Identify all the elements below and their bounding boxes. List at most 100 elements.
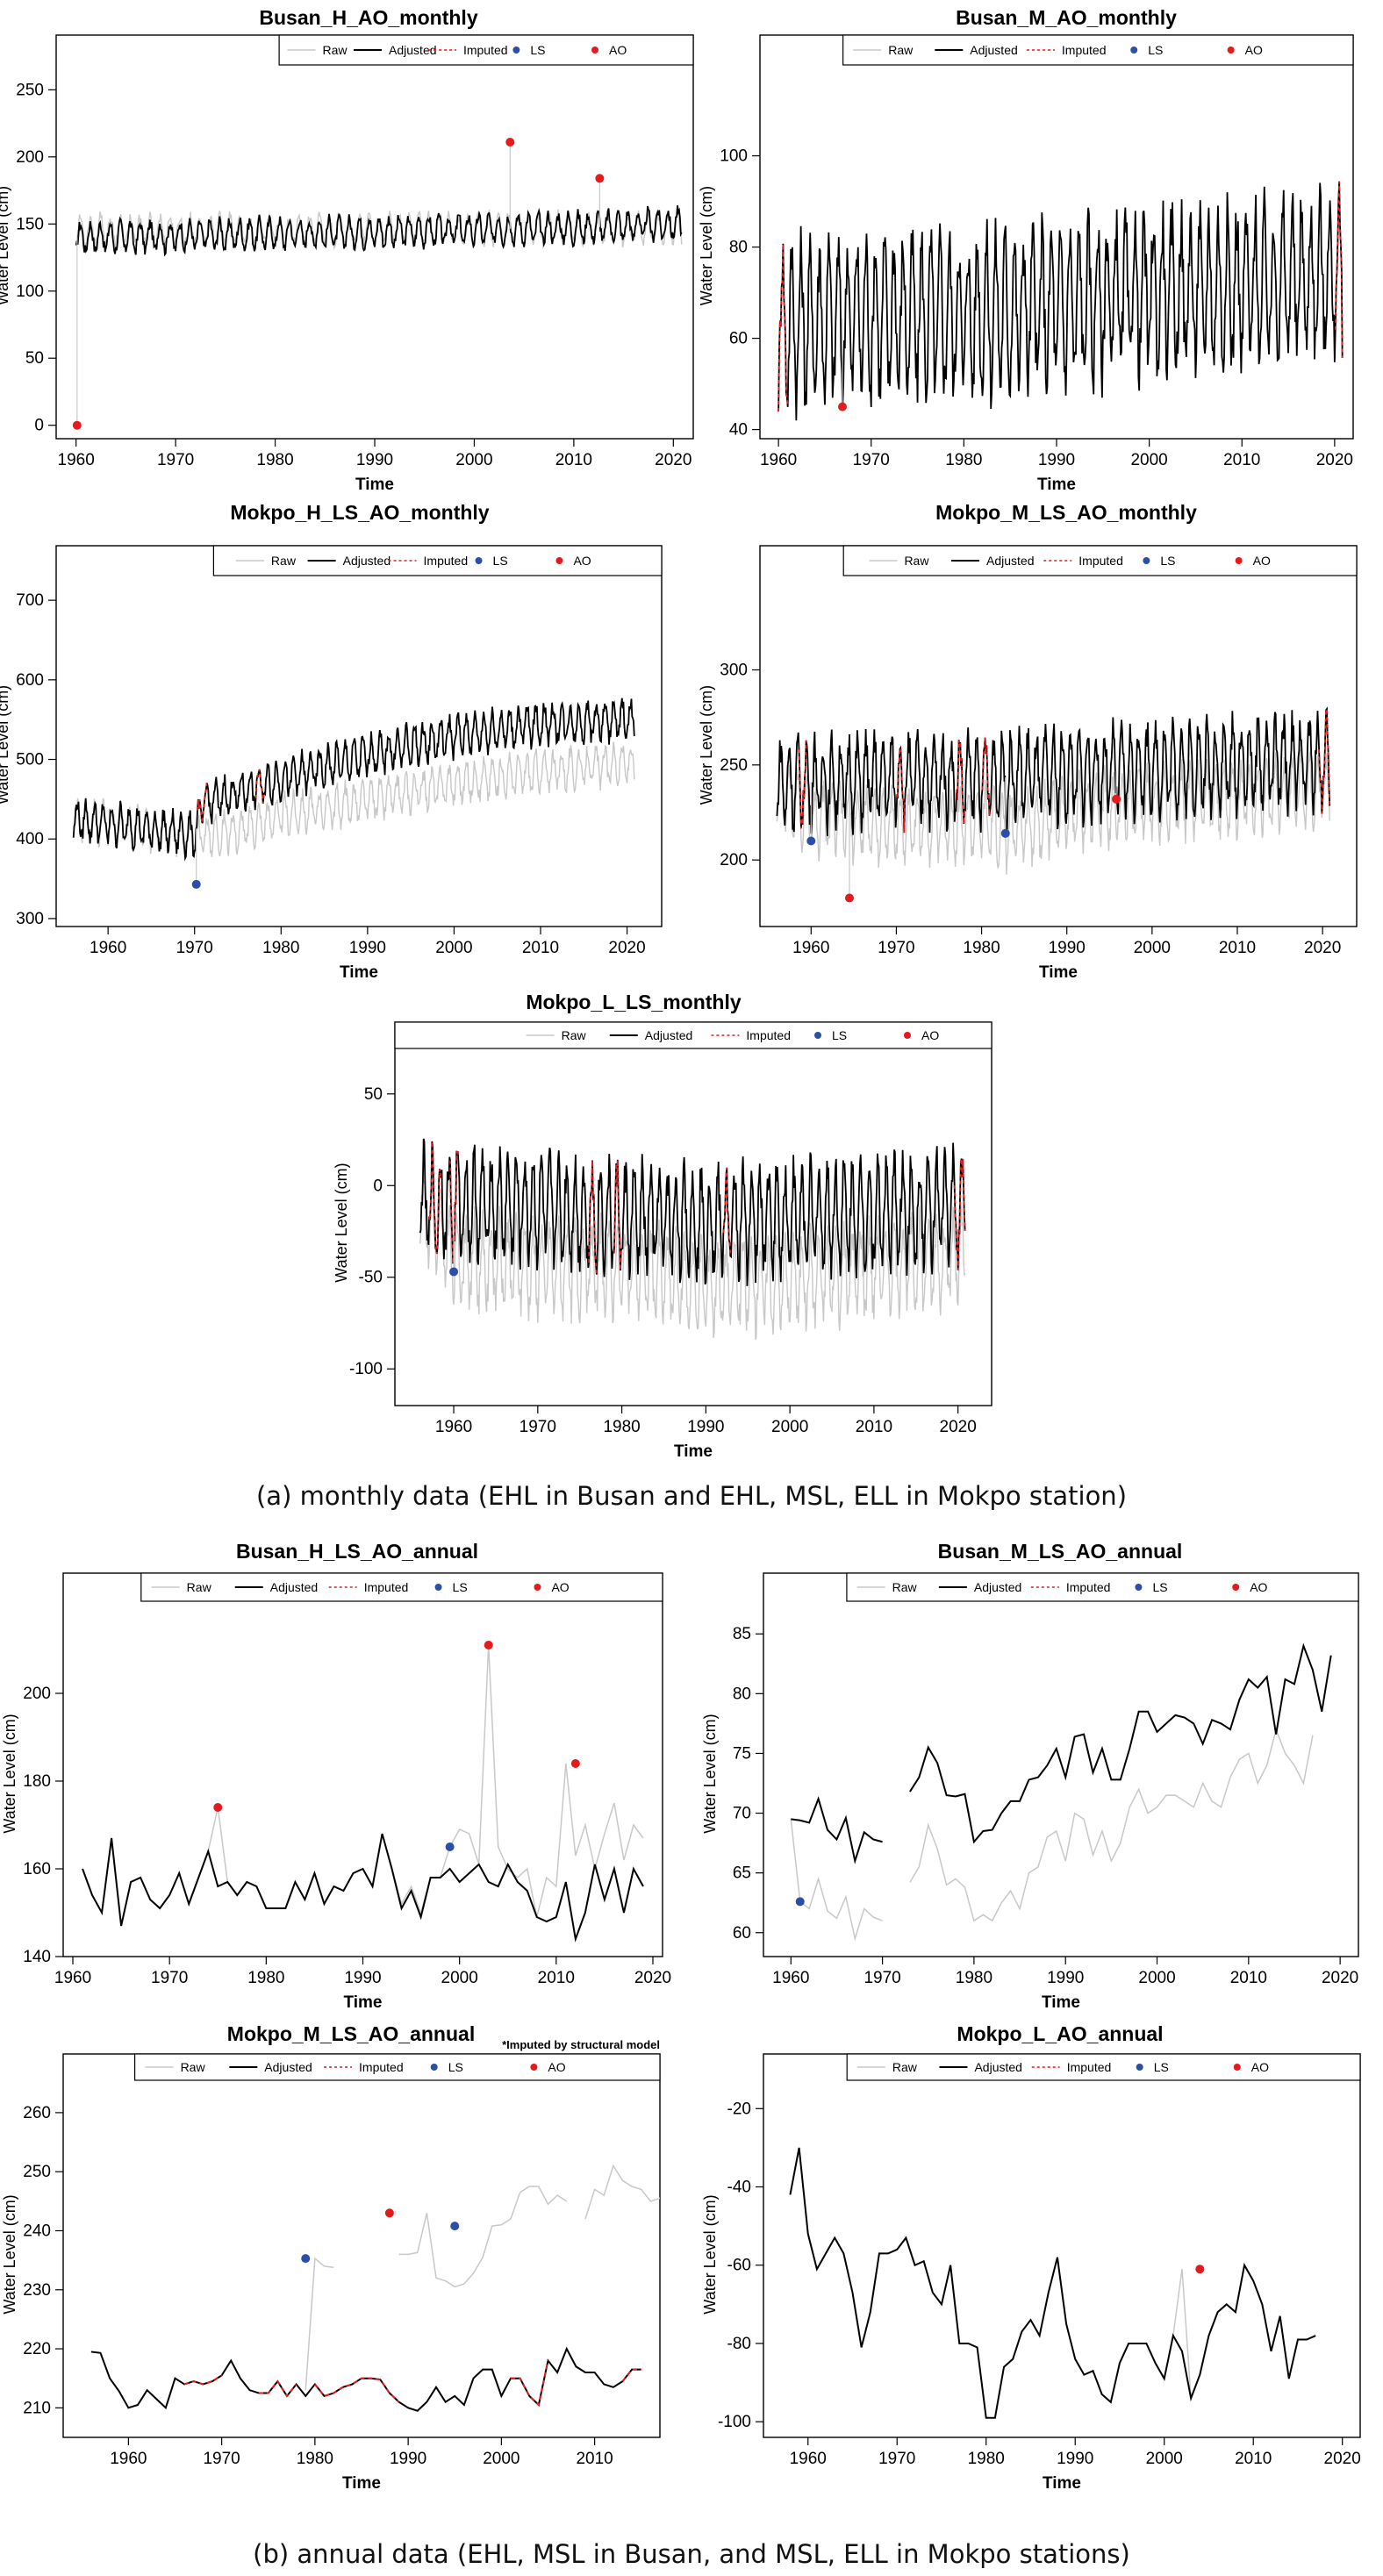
legend-ao-label: AO (551, 1580, 569, 1594)
legend-frame (842, 34, 1354, 66)
legend-ls-swatch (1135, 1584, 1143, 1591)
legend-ls-label: LS (453, 1580, 468, 1594)
legend-ao-swatch (555, 557, 563, 564)
x-tick-label: 1970 (151, 1969, 188, 1987)
series-imputed-segment (183, 2374, 223, 2386)
chart-title: Busan_H_LS_AO_annual (236, 1540, 478, 1563)
x-tick-label: 2000 (1146, 2450, 1183, 2468)
x-tick-label: 2000 (483, 2450, 520, 2468)
y-tick-label: 100 (16, 283, 44, 301)
series-adjusted (82, 1833, 644, 1943)
legend-ao-label: AO (1251, 2060, 1269, 2074)
y-axis-label: Water Level (cm) (0, 186, 11, 305)
legend-ao-label: AO (609, 43, 627, 57)
series-adjusted (777, 181, 1344, 421)
legend-ao-swatch (904, 1032, 911, 1039)
chart-title: Mokpo_M_LS_AO_annual (227, 2022, 475, 2045)
x-tick-label: 1970 (878, 2450, 915, 2468)
ao-point (1195, 2265, 1205, 2274)
series-adjusted (419, 1138, 966, 1286)
ao-point (1112, 794, 1121, 804)
series-raw (776, 748, 1330, 875)
y-tick-label: 180 (23, 1772, 51, 1791)
series-imputed-segment (254, 769, 265, 804)
y-axis-label: Water Level (cm) (1, 2194, 18, 2314)
ao-point (72, 420, 82, 430)
y-tick-label: 150 (16, 215, 44, 233)
y-tick-label: 300 (720, 662, 748, 680)
x-tick-label: 1980 (968, 2450, 1005, 2468)
legend: Raw Adjusted Imputed LS AO (846, 1572, 1359, 1602)
x-axis-label: Time (343, 1993, 382, 2012)
chart-panel-8: Mokpo_M_LS_AO_annual 1960 1970 1980 1990 2000… (1, 2022, 661, 2493)
x-tick-label: 1960 (110, 2450, 147, 2468)
plot-data (790, 1642, 1332, 1942)
y-tick-label: 500 (16, 751, 44, 769)
x-tick-label: 2010 (576, 2450, 613, 2468)
legend-adjusted-label: Adjusted (974, 2060, 1021, 2074)
y-tick-label: -80 (727, 2335, 751, 2353)
y-axis-label: Water Level (cm) (701, 2194, 719, 2314)
ls-point (1000, 828, 1010, 838)
series-imputed-segment (798, 740, 808, 829)
legend-ao-label: AO (1245, 43, 1263, 57)
legend-adjusted-label: Adjusted (986, 554, 1034, 568)
x-tick-label: 1990 (344, 1969, 381, 1987)
x-tick-label: 2000 (1138, 1969, 1175, 1987)
series-adjusted (75, 205, 683, 257)
legend-raw-label: Raw (892, 1580, 918, 1594)
x-tick-label: 2020 (940, 1418, 977, 1436)
y-tick-label: -60 (727, 2257, 751, 2275)
y-tick-label: -50 (359, 1269, 383, 1287)
series-imputed-segment (896, 745, 906, 834)
legend-ao-swatch (530, 2064, 538, 2071)
series-adjusted (789, 2147, 1316, 2419)
ls-point (445, 1843, 455, 1851)
y-tick-label: 260 (23, 2104, 51, 2122)
x-tick-label: 2000 (771, 1418, 808, 1436)
legend-adjusted-label: Adjusted (389, 43, 436, 57)
x-tick-label: 1980 (956, 1969, 992, 1987)
x-tick-label: 1990 (1049, 939, 1086, 957)
x-tick-label: 1960 (90, 939, 126, 957)
y-tick-label: 50 (364, 1085, 383, 1104)
legend-imputed-label: Imputed (1062, 43, 1107, 57)
y-tick-label: 40 (729, 421, 748, 440)
x-tick-label: 1990 (356, 451, 393, 469)
x-tick-label: 1970 (203, 2450, 240, 2468)
legend-ao-swatch (1235, 557, 1243, 564)
chart-panel-7: Busan_M_LS_AO_annual 1960 1970 1980 1990 2000… (701, 1540, 1359, 2012)
x-tick-label: 2010 (1219, 939, 1256, 957)
y-tick-label: -40 (727, 2179, 751, 2197)
ao-point (213, 1803, 223, 1812)
series-imputed-segment (588, 1160, 598, 1275)
legend-ls-swatch (814, 1032, 821, 1039)
legend-imputed-label: Imputed (1067, 2060, 1112, 2074)
legend-imputed-label: Imputed (359, 2060, 404, 2074)
legend-raw-label: Raw (187, 1580, 212, 1594)
y-tick-label: 140 (23, 1948, 51, 1966)
chart-title: Busan_M_AO_monthly (956, 6, 1177, 29)
series-raw (584, 2164, 660, 2220)
series-imputed-segment (1334, 181, 1344, 358)
x-axis-label: Time (355, 476, 394, 494)
x-tick-label: 1960 (58, 451, 95, 469)
legend-raw-label: Raw (323, 43, 348, 57)
legend-ls-swatch (1130, 47, 1138, 54)
series-imputed-segment (428, 1141, 442, 1255)
y-tick-label: 210 (23, 2399, 51, 2417)
y-tick-label: 700 (16, 591, 44, 610)
y-tick-label: 75 (733, 1744, 751, 1763)
x-tick-label: 2020 (608, 939, 645, 957)
chart-panel-2: Busan_M_AO_monthly 1960 1970 1980 1990 2000 20… (698, 6, 1354, 494)
x-tick-label: 2000 (435, 939, 472, 957)
caption-annual: (b) annual data (EHL, MSL in Busan, and … (253, 2539, 1130, 2569)
plot-frame (62, 2053, 661, 2438)
series-imputed-segment (511, 2360, 549, 2407)
y-tick-label: -100 (349, 1360, 383, 1378)
x-tick-label: 1980 (603, 1418, 640, 1436)
caption-monthly: (a) monthly data (EHL in Busan and EHL, … (255, 1481, 1128, 1511)
x-tick-label: 2010 (1223, 451, 1260, 469)
legend-ls-label: LS (448, 2060, 463, 2074)
plot-frame (55, 545, 663, 927)
